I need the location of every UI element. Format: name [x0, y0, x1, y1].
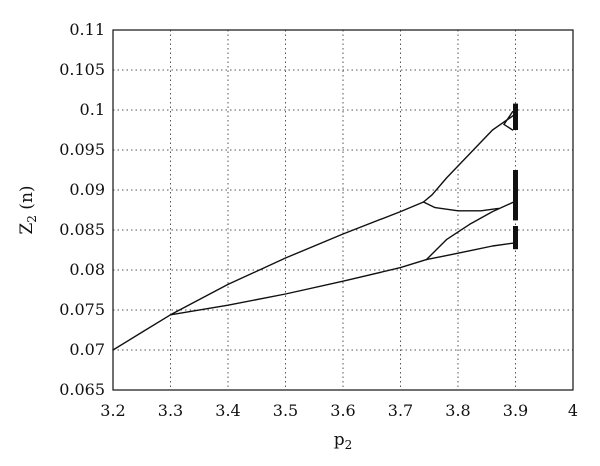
bifurcation-curves	[112, 110, 517, 351]
chaotic-band-segment	[513, 170, 518, 221]
bifurcation-branch	[425, 242, 517, 261]
x-tick-label: 3.4	[215, 401, 240, 420]
y-tick-label: 0.075	[59, 300, 105, 319]
x-tick-label: 3.2	[100, 401, 125, 420]
chaotic-band	[513, 103, 518, 250]
bifurcation-branch	[112, 314, 172, 351]
x-tick-label: 3.6	[330, 401, 355, 420]
y-tick-label: 0.09	[69, 180, 105, 199]
y-tick-labels: 0.065 0.07 0.075 0.08 0.085 0.09 0.095 0.1 0.105…	[59, 20, 105, 399]
y-tick-label: 0.105	[59, 60, 105, 79]
bifurcation-branch	[169, 258, 428, 316]
y-tick-label: 0.1	[80, 100, 105, 119]
y-tick-label: 0.085	[59, 220, 105, 239]
bifurcation-branch	[422, 201, 499, 212]
x-tick-labels: 3.2 3.3 3.4 3.5 3.6 3.7 3.8 3.9 4	[100, 401, 578, 420]
y-axis-label-sub: 2	[25, 215, 39, 223]
y-tick-label: 0.08	[69, 260, 105, 279]
y-axis-label-main: Z	[17, 223, 37, 235]
chaotic-band-segment	[513, 226, 518, 250]
y-axis-label-suffix: (n)	[17, 185, 37, 215]
x-tick-label: 4	[568, 401, 578, 420]
bifurcation-branch	[503, 123, 514, 131]
y-tick-label: 0.095	[59, 140, 105, 159]
y-axis-label: Z2 (n)	[17, 185, 39, 234]
y-tick-label: 0.11	[69, 20, 105, 39]
x-tick-label: 3.9	[503, 401, 528, 420]
bifurcation-branch	[425, 200, 517, 261]
x-tick-label: 3.3	[158, 401, 183, 420]
y-tick-label: 0.065	[59, 380, 105, 399]
bifurcation-branch	[169, 113, 517, 316]
x-tick-label: 3.8	[445, 401, 470, 420]
x-tick-label: 3.5	[273, 401, 298, 420]
y-tick-label: 0.07	[69, 340, 105, 359]
x-axis-label-sub: 2	[345, 438, 353, 452]
bifurcation-branch	[503, 110, 514, 126]
chaotic-band-segment	[513, 103, 518, 130]
plot-frame	[112, 29, 574, 391]
x-tick-label: 3.7	[388, 401, 413, 420]
x-axis-label-main: p	[334, 430, 345, 450]
grid-lines	[113, 30, 573, 390]
x-axis-label: p2	[334, 430, 353, 452]
